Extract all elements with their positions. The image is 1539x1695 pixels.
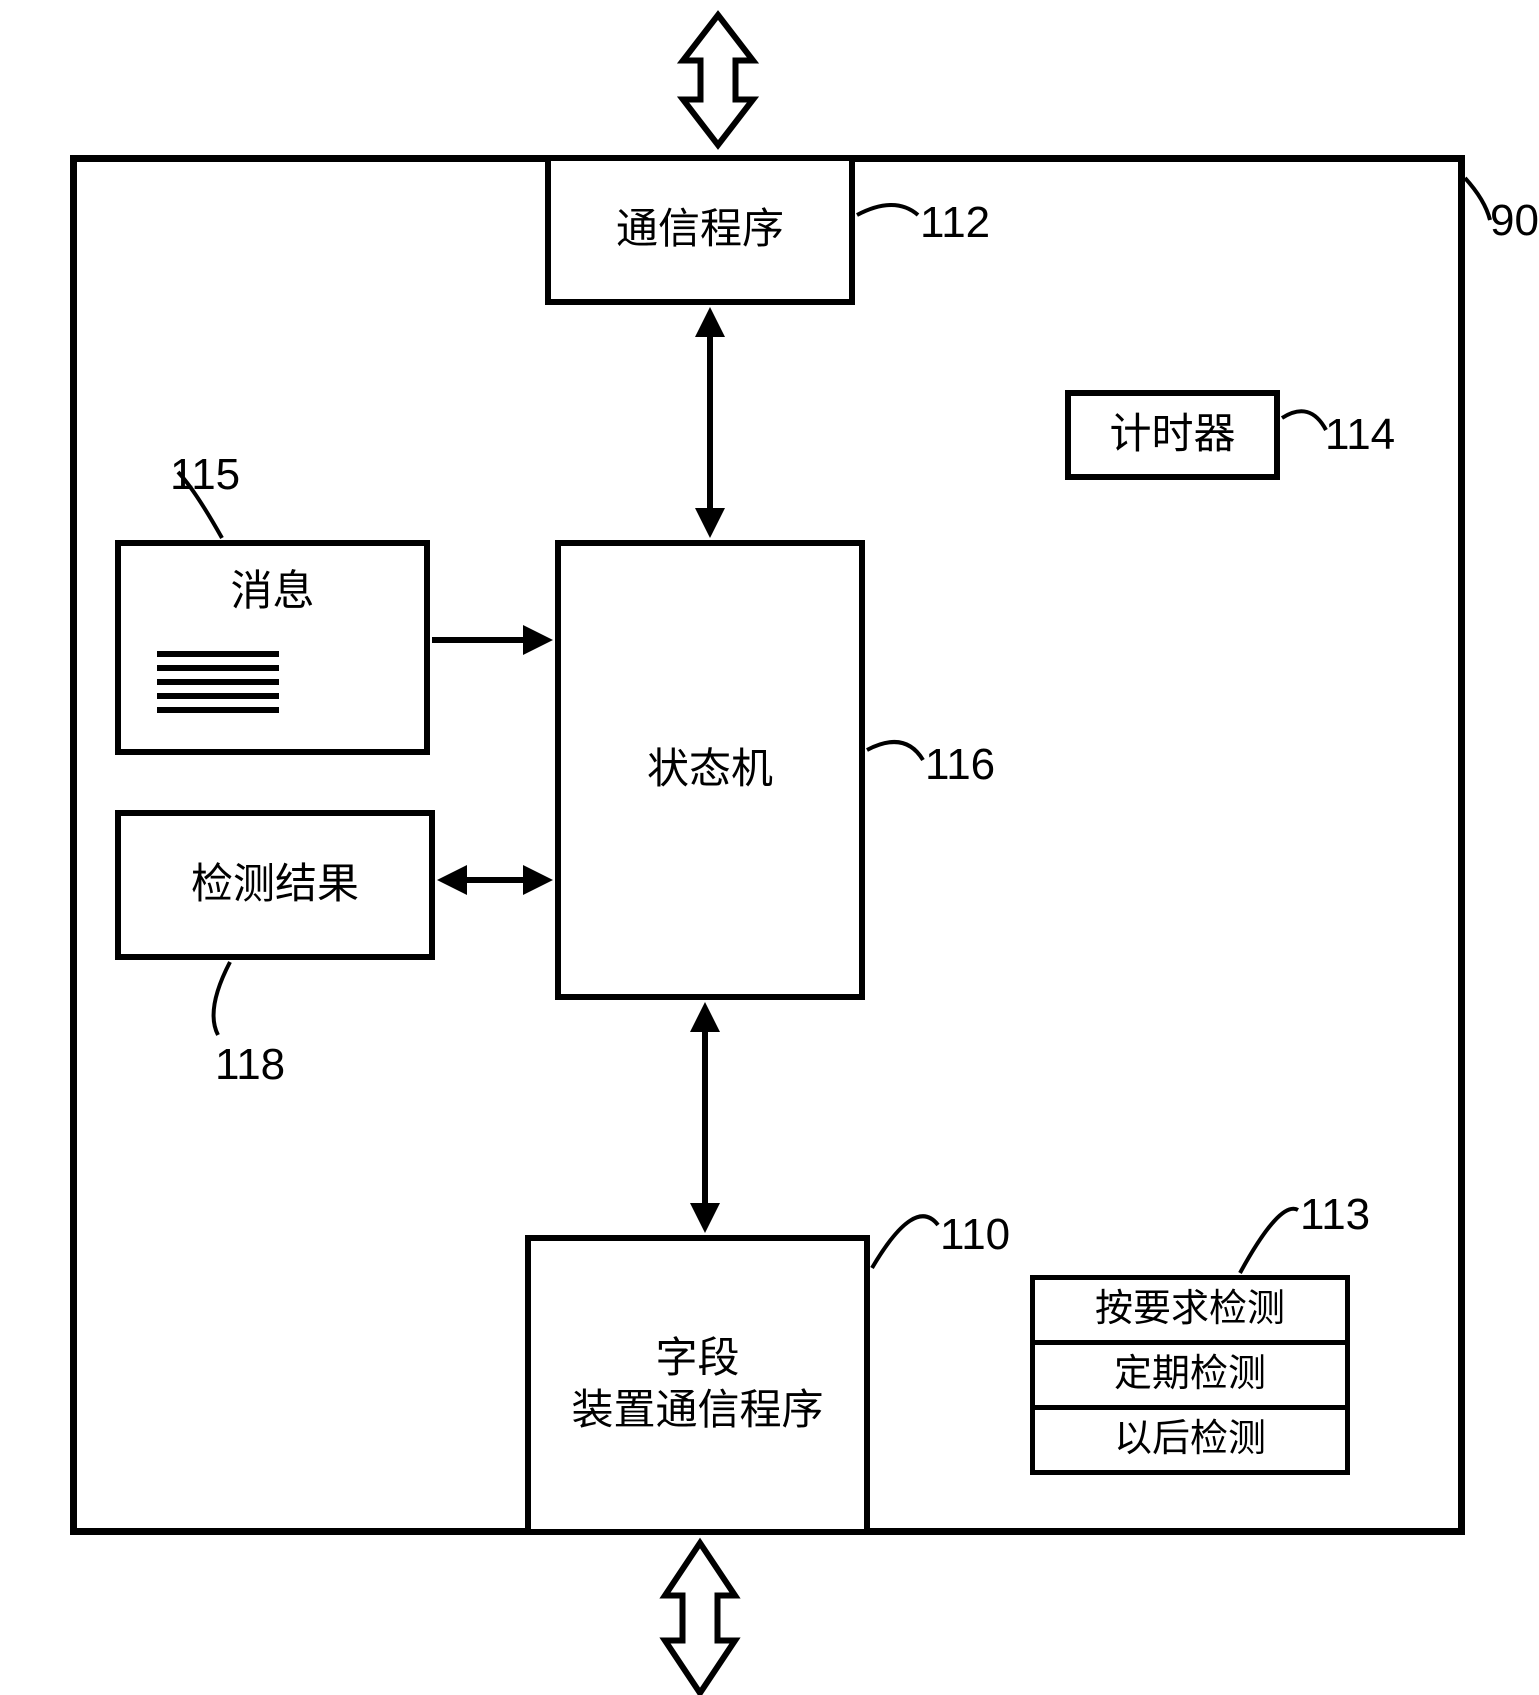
box-message-label: 消息 bbox=[230, 566, 314, 619]
stack-row-1: 定期检测 bbox=[1035, 1345, 1345, 1410]
box-field-device-comm: 字段 装置通信程序 bbox=[525, 1235, 870, 1535]
box-field-label2: 装置通信程序 bbox=[571, 1385, 823, 1438]
box-timer: 计时器 bbox=[1065, 390, 1280, 480]
diagram-canvas: 通信程序 计时器 消息 状态机 检测结果 字段 装置通信程序 按要求检测 定期检… bbox=[0, 0, 1539, 1695]
ref-label-112: 112 bbox=[920, 198, 990, 248]
box-message: 消息 bbox=[115, 540, 430, 755]
stack-row-0: 按要求检测 bbox=[1035, 1280, 1345, 1345]
box-comm-prog: 通信程序 bbox=[545, 155, 855, 305]
box-detect-result-label: 检测结果 bbox=[191, 859, 359, 912]
ref-label-118: 118 bbox=[215, 1040, 285, 1090]
ref-label-116: 116 bbox=[925, 740, 995, 790]
ref-label-115: 115 bbox=[170, 450, 240, 500]
stack-row-2: 以后检测 bbox=[1035, 1410, 1345, 1470]
box-comm-prog-label: 通信程序 bbox=[616, 204, 784, 257]
message-lines-icon bbox=[157, 651, 278, 721]
ref-label-110: 110 bbox=[940, 1210, 1010, 1260]
stack-detection-types: 按要求检测 定期检测 以后检测 bbox=[1030, 1275, 1350, 1475]
ref-label-90: 90 bbox=[1490, 196, 1539, 246]
box-detect-result: 检测结果 bbox=[115, 810, 435, 960]
box-field-label1: 字段 bbox=[655, 1333, 739, 1386]
box-state-machine-label: 状态机 bbox=[647, 744, 773, 797]
box-timer-label: 计时器 bbox=[1109, 409, 1235, 462]
ref-label-114: 114 bbox=[1325, 410, 1395, 460]
box-state-machine: 状态机 bbox=[555, 540, 865, 1000]
ref-label-113: 113 bbox=[1300, 1190, 1370, 1240]
